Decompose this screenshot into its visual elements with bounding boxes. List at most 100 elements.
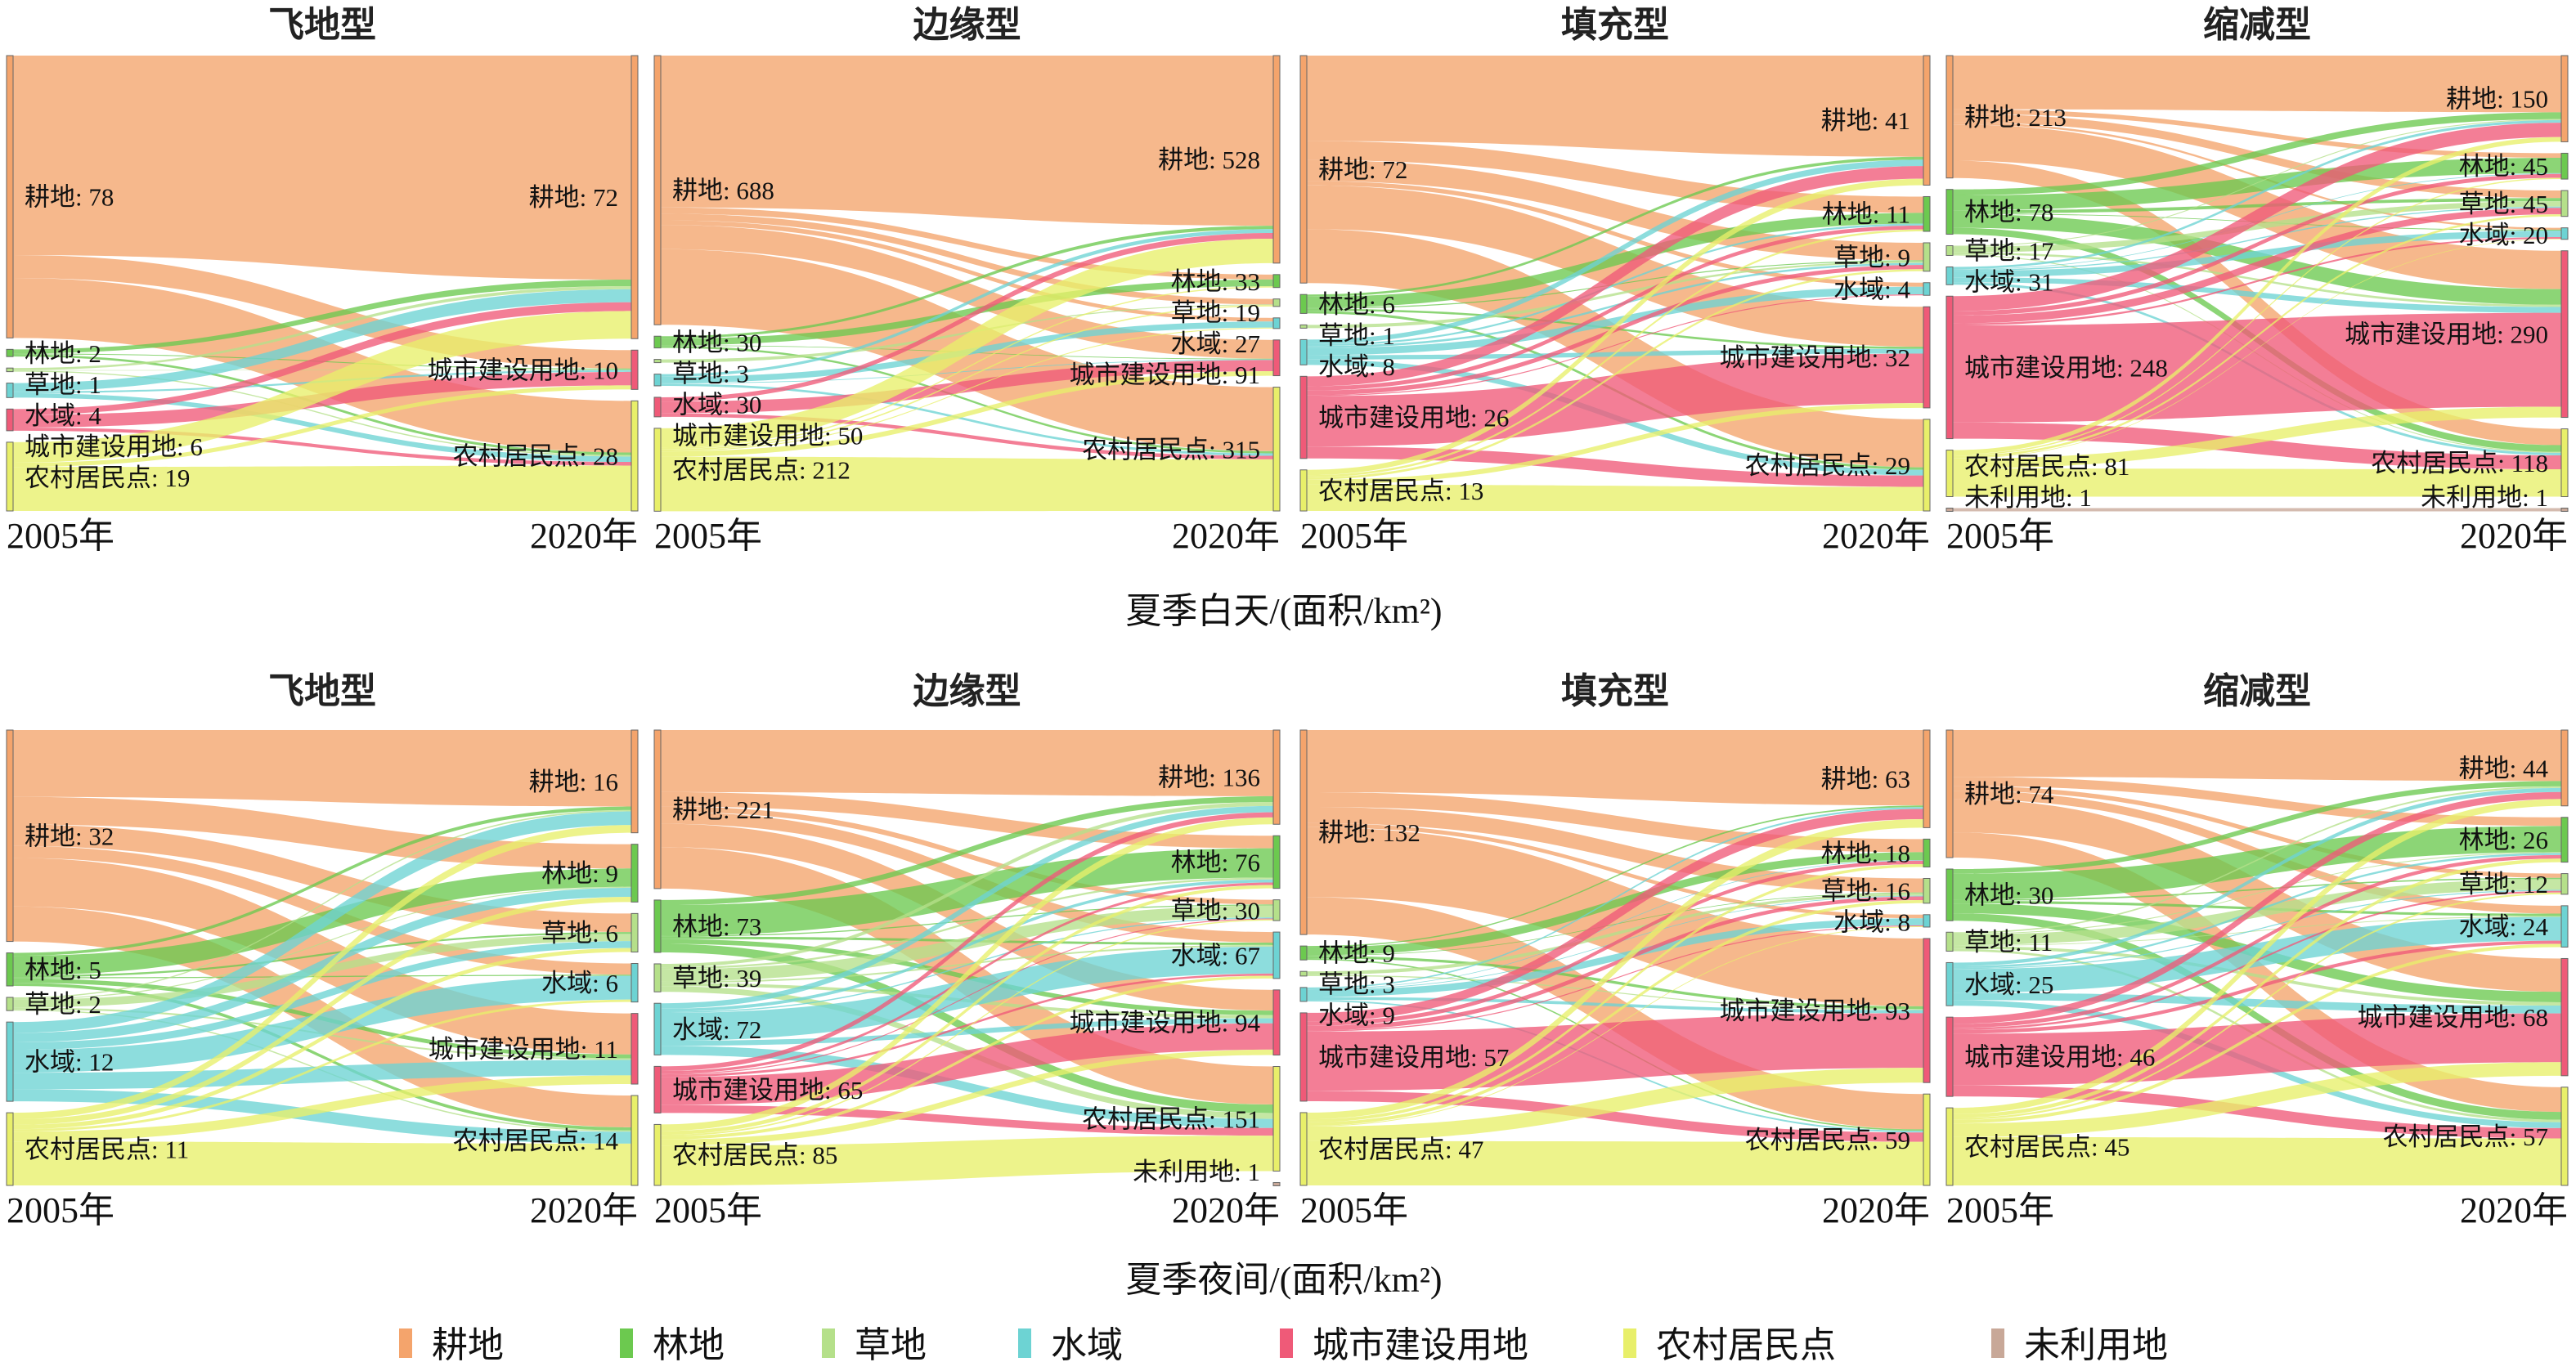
- flow-link: [13, 975, 631, 1073]
- node-name: 耕地: [1318, 155, 1369, 184]
- sankey-node-right: [1272, 317, 1281, 329]
- sankey-node-left: [1945, 245, 1954, 256]
- node-value: 212: [812, 456, 850, 485]
- sankey-node-left: [1299, 293, 1308, 314]
- flow-link: [1953, 945, 2561, 1006]
- flow-link: [13, 280, 631, 354]
- node-name: 农村居民点: [25, 464, 151, 492]
- node-value: 78: [88, 183, 114, 212]
- node-value: 50: [837, 421, 863, 450]
- node-name: 城市建设用地: [1964, 1043, 2116, 1072]
- label-separator: :: [1369, 939, 1382, 968]
- node-name: 水域: [1964, 268, 2015, 297]
- node-label: 水域: 9: [1318, 1001, 1395, 1030]
- node-value: 4: [88, 401, 101, 430]
- flow-link: [1953, 852, 2561, 934]
- flow-link: [1953, 206, 2561, 271]
- node-value: 63: [1885, 765, 1910, 794]
- node-value: 30: [736, 390, 761, 419]
- flow-link: [13, 974, 631, 979]
- node-label: 城市建设用地: 94: [1070, 1009, 1261, 1037]
- node-label: 水域: 8: [1318, 352, 1395, 381]
- year-label-right: 2020年: [530, 1190, 638, 1230]
- node-value: 24: [2523, 912, 2549, 941]
- node-value: 150: [2511, 85, 2549, 114]
- flow-link: [1307, 997, 1923, 1014]
- node-name: 农村居民点: [672, 456, 799, 485]
- legend-label: 耕地: [432, 1324, 504, 1366]
- flow-link: [661, 279, 1273, 346]
- node-name: 耕地: [1158, 764, 1209, 792]
- label-separator: :: [580, 442, 593, 471]
- node-value: 11: [594, 1035, 618, 1064]
- flow-link: [661, 239, 1273, 448]
- year-label-right: 2020年: [2460, 516, 2568, 556]
- label-separator: :: [2015, 268, 2028, 297]
- node-value: 17: [2028, 237, 2053, 266]
- sankey-node-left: [1299, 55, 1308, 284]
- flow-links: [1307, 730, 1923, 1185]
- flow-link: [1307, 159, 1923, 344]
- node-name: 农村居民点: [1745, 451, 1872, 480]
- node-label: 耕地: 213: [1964, 103, 2067, 132]
- node-label: 林地: 30: [672, 328, 761, 356]
- flow-link: [1307, 893, 1923, 975]
- flow-link: [1953, 312, 2561, 423]
- node-name: 农村居民点: [672, 1141, 799, 1170]
- flow-link: [1953, 799, 2561, 1114]
- flow-link: [661, 1018, 1273, 1046]
- sankey-node-right: [2560, 873, 2569, 895]
- node-name: 城市建设用地: [2358, 1003, 2510, 1032]
- node-value: 528: [1223, 146, 1261, 174]
- node-value: 6: [606, 919, 619, 948]
- flow-link: [1953, 119, 2561, 270]
- node-value: 74: [2028, 780, 2054, 809]
- node-label: 农村居民点: 19: [25, 464, 190, 492]
- sankey-node-right: [1923, 242, 1931, 272]
- flow-link: [1953, 916, 2561, 946]
- panel-title: 缩减型: [2203, 670, 2311, 712]
- flow-link: [661, 371, 1273, 457]
- node-name: 城市建设用地: [672, 421, 824, 450]
- node-name: 农村居民点: [2383, 1122, 2510, 1151]
- node-label: 草地: 3: [672, 359, 749, 388]
- node-name: 林地: [672, 912, 723, 941]
- sankey-node-left: [653, 1002, 662, 1055]
- flow-link: [1307, 156, 1923, 297]
- node-label: 水域: 30: [672, 390, 761, 419]
- node-name: 水域: [541, 969, 592, 997]
- label-separator: :: [580, 183, 593, 212]
- row-caption-night: 夏季夜间/(面积/km²): [1125, 1260, 1442, 1300]
- node-name: 农村居民点: [1318, 477, 1445, 505]
- sankey-node-left: [653, 335, 662, 349]
- node-label: 农村居民点: 45: [1964, 1133, 2129, 1162]
- sankey-node-right: [1923, 1093, 1931, 1186]
- node-name: 城市建设用地: [428, 356, 580, 384]
- flow-link: [661, 877, 1273, 970]
- flow-link: [1953, 198, 2561, 213]
- label-separator: :: [2510, 190, 2523, 218]
- flow-link: [661, 812, 1273, 1072]
- node-name: 草地: [1171, 298, 1222, 327]
- label-separator: :: [75, 990, 88, 1019]
- flow-link: [1953, 826, 2561, 900]
- node-label: 城市建设用地: 50: [672, 421, 863, 450]
- flow-links: [13, 56, 631, 511]
- flow-link: [661, 233, 1273, 402]
- flow-link: [1307, 900, 1923, 1126]
- node-name: 农村居民点: [1964, 452, 2091, 481]
- sankey-node-right: [2560, 817, 2569, 863]
- node-value: 18: [1885, 839, 1910, 867]
- node-name: 未利用地: [2421, 483, 2522, 512]
- node-name: 林地: [1964, 198, 2015, 226]
- flow-link: [13, 311, 631, 464]
- label-separator: :: [2510, 1122, 2523, 1151]
- node-value: 27: [1235, 329, 1260, 358]
- label-separator: :: [723, 177, 736, 205]
- flow-link: [1953, 943, 2561, 1124]
- flow-link: [661, 817, 1273, 1131]
- node-label: 城市建设用地: 290: [2345, 320, 2548, 349]
- node-value: 72: [1382, 155, 1407, 184]
